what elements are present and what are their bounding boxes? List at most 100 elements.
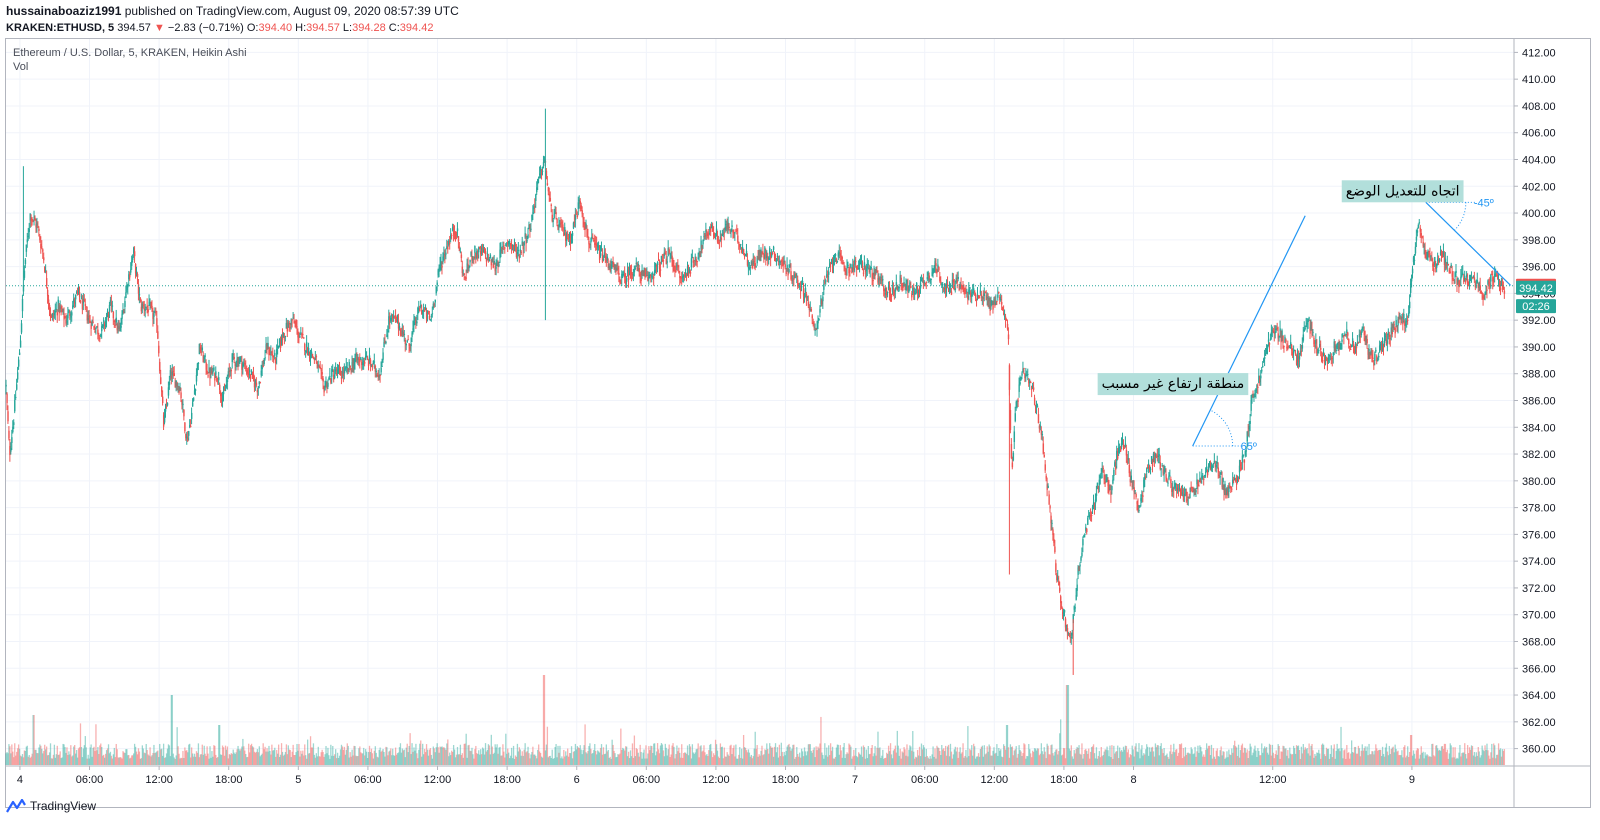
candle-body xyxy=(263,359,265,365)
volume-bar xyxy=(526,751,528,765)
volume-bar xyxy=(331,755,333,765)
candle-body xyxy=(145,306,147,308)
candle-body xyxy=(1004,316,1007,321)
volume-bar xyxy=(712,757,714,765)
volume-bar xyxy=(954,746,956,765)
candle-body xyxy=(965,291,967,293)
volume-bar xyxy=(897,745,899,765)
candle-body xyxy=(239,357,241,361)
candle-body xyxy=(1447,263,1450,265)
volume-bar xyxy=(1141,745,1143,765)
annotation-text[interactable]: اتجاه للتعديل الوضع xyxy=(1346,183,1460,199)
candle-body xyxy=(1489,283,1491,287)
candle-body xyxy=(786,264,788,269)
volume-bar xyxy=(1033,748,1036,765)
x-tick-label: 4 xyxy=(17,774,23,786)
candle-body xyxy=(820,298,822,305)
candle-body xyxy=(1252,396,1254,398)
tradingview-logo[interactable]: TradingView xyxy=(6,799,96,813)
candle-body xyxy=(892,288,895,290)
candle-body xyxy=(586,228,588,237)
volume-bar xyxy=(649,750,651,765)
candle-body xyxy=(1007,334,1010,340)
volume-bar xyxy=(206,746,208,765)
candle-body xyxy=(447,247,449,250)
candle-body xyxy=(46,278,48,287)
y-tick-label: 382.00 xyxy=(1522,449,1556,461)
candle-body xyxy=(454,233,457,235)
candle-body xyxy=(66,321,68,323)
volume-bar xyxy=(675,754,677,765)
volume-bar xyxy=(667,749,669,765)
volume-bar xyxy=(818,748,820,765)
volume-bar xyxy=(927,757,929,765)
candle-body xyxy=(299,336,301,338)
volume-bar xyxy=(387,755,389,765)
volume-bar xyxy=(1293,748,1296,765)
candle-body xyxy=(991,302,993,304)
volume-bar xyxy=(24,750,27,765)
y-tick-label: 402.00 xyxy=(1522,181,1556,193)
volume-bar xyxy=(894,745,897,765)
volume-bar xyxy=(1100,746,1102,765)
volume-bar xyxy=(804,751,807,765)
author-name[interactable]: hussainaboaziz1991 xyxy=(6,4,122,18)
volume-bar xyxy=(162,743,165,765)
candle-body xyxy=(434,299,436,303)
annotation-text[interactable]: منطقة ارتفاع غير مسبب xyxy=(1102,376,1245,392)
candle-body xyxy=(1294,353,1297,355)
candle-body xyxy=(57,299,59,309)
candle-body xyxy=(1397,318,1399,326)
candle-body xyxy=(1466,274,1468,278)
volume-bar xyxy=(1397,750,1399,765)
volume-bar xyxy=(726,752,728,765)
candle-body xyxy=(103,320,105,322)
volume-bar xyxy=(1416,748,1419,765)
candle-body xyxy=(1342,334,1344,337)
candle-body xyxy=(1131,480,1133,488)
volume-bar xyxy=(224,745,227,765)
candle-body xyxy=(1323,357,1326,364)
candle-body xyxy=(1455,270,1457,273)
candle-body xyxy=(520,251,523,253)
volume-bar xyxy=(943,748,945,765)
candle-body xyxy=(909,282,911,286)
candle-body xyxy=(1278,335,1280,337)
volume-bar xyxy=(103,754,105,765)
candle-body xyxy=(580,205,582,209)
candle-body xyxy=(598,252,601,260)
candle-body xyxy=(1128,464,1131,474)
candle-body xyxy=(1291,345,1293,351)
volume-bar xyxy=(260,754,262,765)
candle-body xyxy=(708,233,710,235)
candle-body xyxy=(793,278,795,280)
candle-body xyxy=(978,297,981,299)
volume-bar xyxy=(1500,756,1503,765)
volume-bar xyxy=(1304,747,1306,765)
volume-bar xyxy=(1127,749,1129,765)
volume-bar xyxy=(1161,749,1163,765)
candle-body xyxy=(1328,354,1331,356)
volume-bar xyxy=(1188,753,1190,765)
volume-bar xyxy=(436,743,438,765)
volume-bar xyxy=(377,757,379,765)
volume-bar xyxy=(1230,755,1232,765)
candle-body xyxy=(527,234,529,238)
volume-bar xyxy=(365,749,367,765)
volume-bar xyxy=(1291,754,1293,765)
volume-bar xyxy=(729,745,731,765)
volume-bar xyxy=(946,746,949,765)
candle-body xyxy=(1203,478,1205,481)
candle-body xyxy=(397,321,400,329)
volume-bar xyxy=(1235,746,1237,765)
candle-body xyxy=(1479,285,1481,291)
candle-body xyxy=(1211,465,1214,467)
volume-bar xyxy=(1061,754,1064,765)
trend-line xyxy=(1425,201,1511,286)
candle-body xyxy=(1276,327,1278,329)
candle-body xyxy=(1428,251,1430,253)
candle-body xyxy=(1376,355,1378,362)
volume-bar xyxy=(829,755,831,765)
volume-bar xyxy=(458,754,461,765)
